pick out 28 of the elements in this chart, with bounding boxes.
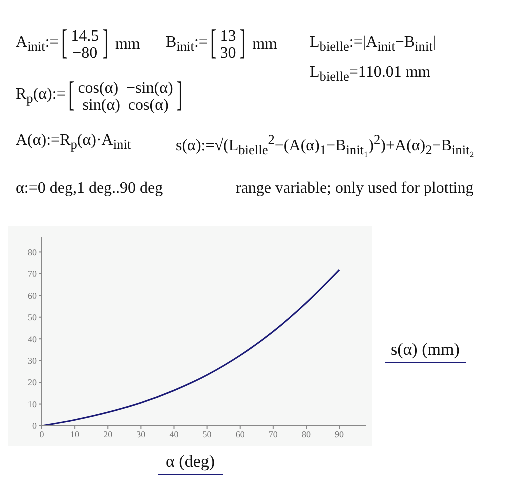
text: s(α):=√(L$_{bielle}$$^{2}$−(A(α)$_{1}$−B$_{init₁}$)$^{2}$)+A(α)$_{2}$−B$_{init₂}$ [176,132,474,158]
y-tick-label: 0 [32,421,38,432]
y-tick-label: 80 [28,247,38,258]
x-tick-label: 60 [236,429,246,440]
y-tick-label: 30 [28,356,38,366]
text: L$_{bielle}$=110.01 mm [310,64,431,86]
y-tick-label: 60 [28,290,38,301]
x-tick-label: 20 [104,429,114,440]
text: A(α):=R$_{p}$(α)·A$_{init}$ [16,132,132,154]
y-tick-label: 70 [28,269,38,280]
line-series [42,269,340,426]
x-tick-label: 10 [70,429,80,440]
text: α:=0 deg,1 deg..90 deg [16,180,164,198]
x-tick-label: 80 [302,429,312,440]
x-tick-label: 90 [335,429,345,440]
x-tick-label: 70 [268,429,278,440]
text: L$_{bielle}$:=|A$_{init}$−B$_{init}$| [310,34,436,56]
x-tick-label: 0 [40,429,45,440]
y-axis-title: s(α) (mm) [391,340,460,359]
y-tick-label: 10 [28,399,38,410]
y-tick-label: 50 [28,312,38,323]
x-axis-title: α (deg) [166,452,216,471]
y-tick-label: 20 [28,378,38,388]
x-tick-label: 30 [136,429,146,440]
y-tick-label: 40 [28,334,38,344]
x-tick-label: 40 [170,429,180,440]
x-tick-label: 50 [202,429,212,440]
text: range variable; only used for plotting [236,180,474,198]
